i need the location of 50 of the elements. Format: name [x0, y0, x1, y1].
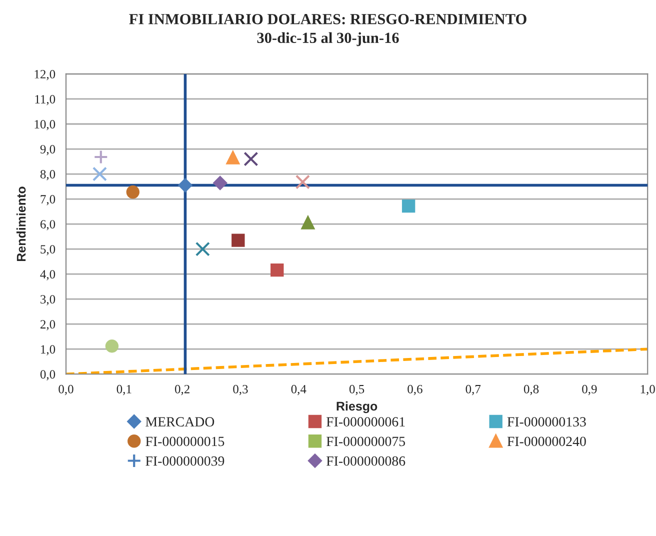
point [92, 166, 108, 182]
chart-title: FI INMOBILIARIO DOLARES: RIESGO-RENDIMIENTO [129, 14, 526, 24]
y-tick-label: 11,0 [35, 95, 56, 106]
y-tick-label: 1,0 [41, 345, 56, 356]
y-tick-label: 9,0 [40, 145, 56, 156]
y-tick-label: 7,0 [40, 195, 56, 206]
x-tick-label: 0,9 [582, 384, 597, 396]
point [178, 178, 192, 192]
legend-label: FI-000000240 [507, 436, 586, 446]
point [94, 150, 108, 164]
legend-label: FI-000000133 [507, 417, 586, 427]
x-tick-label: 0,4 [291, 384, 306, 396]
y-tick-label: 3,0 [40, 295, 56, 306]
y-tick-label: 2,0 [40, 320, 56, 330]
legend-label: FI-000000086 [326, 456, 406, 466]
point [301, 216, 315, 230]
y-tick-label: 10,0 [34, 120, 56, 130]
y-tick-label: 5,0 [40, 245, 56, 256]
x-axis-title: Riesgo [336, 401, 378, 414]
point [232, 234, 245, 247]
y-tick-label: 8,0 [40, 170, 56, 180]
chart-subtitle: 30-dic-15 al 30-jun-16 [257, 32, 399, 46]
x-tick-label: 0,5 [349, 384, 364, 396]
y-tick-label: 6,0 [40, 220, 56, 230]
legend-label: FI-000000061 [326, 417, 405, 427]
legend-label: MERCADO [146, 417, 214, 427]
point [213, 176, 228, 190]
point [402, 199, 416, 213]
y-tick-label: 12,0 [34, 70, 56, 80]
legend-label: FI-000000015 [146, 436, 224, 446]
x-tick-label: 0,3 [233, 384, 248, 396]
x-tick-label: 0,1 [116, 384, 132, 396]
x-tick-label: 0,8 [524, 384, 539, 396]
point [105, 340, 119, 353]
x-tick-label: 0,6 [408, 384, 422, 396]
legend-label: FI-000000039 [146, 456, 224, 466]
point [270, 263, 284, 277]
point [195, 242, 210, 256]
point [226, 151, 240, 164]
point [295, 174, 310, 190]
x-tick-label: 0,7 [466, 384, 481, 396]
y-tick-label: 0,0 [40, 370, 56, 380]
x-tick-label: 0,0 [58, 384, 74, 396]
y-axis-title: Rendimiento [16, 186, 26, 262]
y-tick-label: 4,0 [40, 270, 56, 280]
legend-label: FI-000000075 [326, 436, 406, 446]
point [244, 152, 258, 166]
x-tick-label: 1,0 [640, 384, 655, 396]
x-tick-label: 0,2 [174, 384, 190, 396]
point [126, 185, 140, 199]
